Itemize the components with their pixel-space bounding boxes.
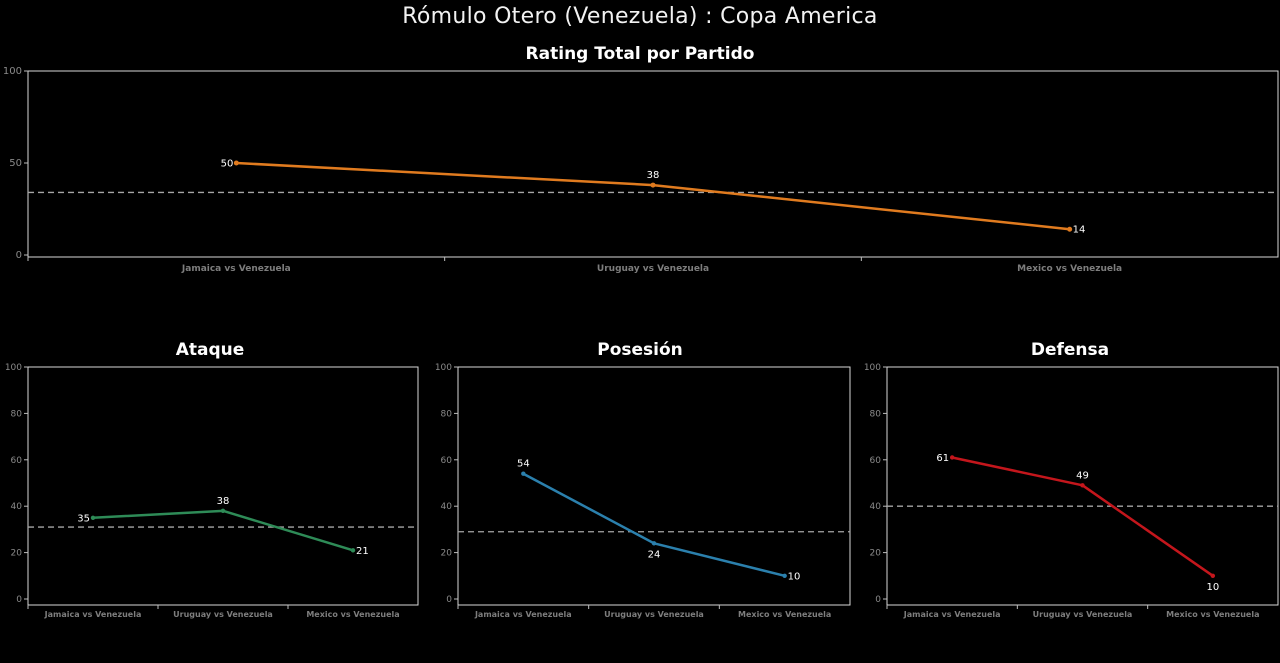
posesion-ytick-label: 80 [441, 409, 453, 419]
ataque-xtick-label: Uruguay vs Venezuela [173, 610, 273, 619]
total-data-point [650, 182, 656, 188]
ataque-data-point [90, 515, 96, 520]
posesion-ytick-label: 20 [441, 549, 453, 559]
ataque-ytick-label: 80 [11, 409, 23, 419]
ataque-series-line [92, 509, 354, 552]
defensa-data-point [1080, 483, 1085, 488]
posesion-xtick-label: Uruguay vs Venezuela [604, 610, 704, 619]
posesion-data-label: 10 [788, 571, 801, 582]
ataque-data-point [220, 508, 226, 514]
defensa-xtick-label: Mexico vs Venezuela [1166, 610, 1259, 619]
posesion-plot-frame [457, 366, 851, 606]
total-xtick-label: Jamaica vs Venezuela [181, 264, 291, 274]
ataque-ytick-label: 60 [11, 456, 23, 466]
total-data-label: 50 [221, 159, 234, 170]
total-data-point [1067, 226, 1073, 232]
ataque-data-label: 21 [356, 546, 369, 557]
ataque-ytick-label: 0 [16, 595, 22, 605]
defensa-data-point [1210, 573, 1216, 578]
defensa-xtick-label: Jamaica vs Venezuela [903, 610, 1001, 619]
total-ytick-label: 0 [16, 250, 22, 261]
ataque-data-point [350, 548, 356, 553]
posesion-data-point [521, 471, 526, 476]
ataque-plot-frame [27, 366, 419, 606]
ataque-ytick-label: 20 [11, 549, 23, 559]
defensa-ytick-label: 0 [875, 595, 881, 605]
posesion-xtick-label: Mexico vs Venezuela [738, 610, 831, 619]
defensa-plot-frame [886, 366, 1279, 606]
posesion-ytick-label: 60 [441, 456, 453, 466]
ataque-data-label: 38 [217, 496, 230, 507]
posesion-series-line [522, 472, 785, 578]
defensa-ytick-label: 60 [870, 456, 882, 466]
posesion-data-point [782, 573, 787, 578]
posesion-ytick-label: 0 [446, 595, 452, 605]
ataque-xtick-label: Jamaica vs Venezuela [44, 610, 142, 619]
defensa-data-label: 49 [1076, 470, 1089, 481]
ataque-data-label: 35 [77, 513, 90, 524]
defensa-ytick-label: 40 [870, 502, 882, 512]
defensa-data-label: 61 [936, 453, 949, 464]
defensa-ytick-label: 80 [870, 409, 882, 419]
chart-title-ataque: Ataque [175, 340, 245, 360]
total-data-point [233, 160, 239, 166]
chart-title-defensa: Defensa [1030, 340, 1110, 360]
defensa-xtick-label: Uruguay vs Venezuela [1033, 610, 1133, 619]
posesion-ytick-label: 40 [441, 502, 453, 512]
main-title: Rómulo Otero (Venezuela) : Copa America [402, 4, 878, 29]
posesion-data-label: 24 [648, 549, 661, 560]
total-data-label: 14 [1073, 225, 1086, 236]
total-ytick-label: 50 [9, 158, 22, 169]
posesion-data-label: 54 [517, 459, 530, 470]
ataque-ytick-label: 40 [11, 502, 23, 512]
ataque-xtick-label: Mexico vs Venezuela [306, 610, 399, 619]
posesion-xtick-label: Jamaica vs Venezuela [474, 610, 572, 619]
defensa-ytick-label: 20 [870, 549, 882, 559]
total-xtick-label: Uruguay vs Venezuela [597, 264, 709, 274]
defensa-ytick-label: 100 [864, 363, 881, 373]
total-plot-frame [27, 70, 1279, 258]
chart-title-posesion: Posesión [597, 340, 683, 360]
defensa-data-point [949, 455, 955, 460]
chart-title-total: Rating Total por Partido [525, 44, 755, 64]
total-data-label: 38 [647, 170, 660, 181]
total-ytick-label: 100 [3, 66, 22, 77]
total-xtick-label: Mexico vs Venezuela [1017, 264, 1122, 274]
defensa-data-label: 10 [1206, 582, 1219, 593]
ataque-ytick-label: 100 [5, 363, 22, 373]
posesion-data-point [651, 541, 657, 546]
posesion-ytick-label: 100 [435, 363, 452, 373]
